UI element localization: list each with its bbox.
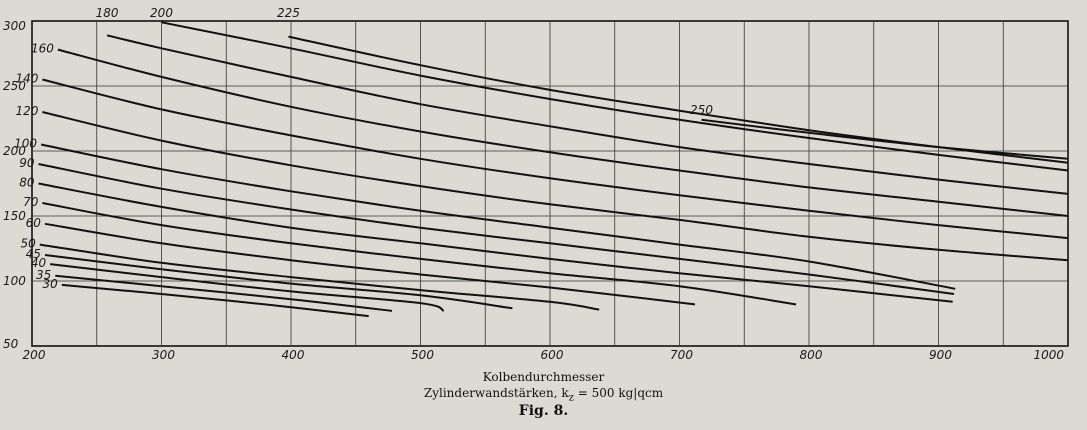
x-tick-label: 500 (411, 348, 434, 362)
curve-label-160: 160 (31, 42, 54, 56)
y-tick-label: 150 (3, 209, 26, 223)
curve-label-35: 35 (36, 268, 51, 282)
subtitle-rest: = 500 kg|qcm (573, 386, 664, 400)
curve-label-70: 70 (23, 195, 39, 209)
curve-label-120: 120 (15, 104, 38, 118)
x-tick-label: 700 (670, 348, 693, 362)
chart-subtitle: Zylinderwandstärken, kz = 500 kg|qcm (0, 386, 1087, 403)
curve-100 (40, 143, 956, 290)
x-tick-label: 600 (541, 348, 564, 362)
curves (38, 21, 1069, 318)
curve-30 (61, 283, 369, 318)
curve-label-140: 140 (15, 72, 38, 86)
curve-250 (701, 118, 1069, 160)
x-tick-label: 800 (800, 348, 823, 362)
curve-label-100: 100 (14, 137, 37, 151)
curve-160 (57, 48, 1069, 217)
y-tick-label: 200 (3, 144, 26, 158)
curve-label-45: 45 (26, 247, 41, 261)
curve-50 (39, 243, 600, 311)
y-tick-label: 250 (3, 79, 26, 93)
curve-35 (55, 274, 393, 312)
x-tick-label: 400 (282, 348, 305, 362)
figure-label: Fig. 8. (518, 403, 569, 419)
x-tick-label: 1000 (1033, 348, 1064, 362)
subtitle-subscript: z (568, 392, 574, 404)
curve-200 (161, 21, 1069, 172)
curve-label-60: 60 (26, 216, 42, 230)
tick-labels: 200 300 400 500 600 700 800 900 1000 50 100 150 200 2… (3, 19, 1064, 362)
curve-45 (44, 254, 513, 310)
curve-225 (288, 35, 1069, 164)
curve-label-90: 90 (19, 156, 35, 170)
subtitle-text: Zylinderwandstärken, k (423, 386, 569, 400)
curve-label-80: 80 (19, 176, 35, 190)
curve-label-225: 225 (277, 6, 300, 20)
curve-60 (44, 222, 696, 306)
y-tick-label: 300 (3, 19, 26, 33)
x-tick-label: 200 (23, 348, 46, 362)
curve-label-250: 250 (690, 103, 713, 117)
curve-80 (38, 182, 953, 303)
curve-label-50: 50 (20, 237, 36, 251)
curve-label-30: 30 (43, 277, 59, 291)
x-tick-label: 900 (929, 348, 952, 362)
curve-70 (42, 202, 797, 306)
curve-140 (42, 78, 1069, 240)
curve-40 (49, 263, 445, 312)
y-tick-label: 100 (3, 274, 26, 288)
curve-90 (38, 163, 955, 295)
curve-label-200: 200 (150, 6, 173, 20)
x-axis-label: Kolbendurchmesser (482, 370, 605, 384)
curve-120 (42, 111, 1069, 262)
curve-label-40: 40 (31, 256, 47, 270)
curve-180 (106, 34, 1069, 195)
curve-label-180: 180 (96, 6, 119, 20)
y-tick-label: 50 (3, 337, 19, 351)
x-tick-label: 300 (152, 348, 175, 362)
